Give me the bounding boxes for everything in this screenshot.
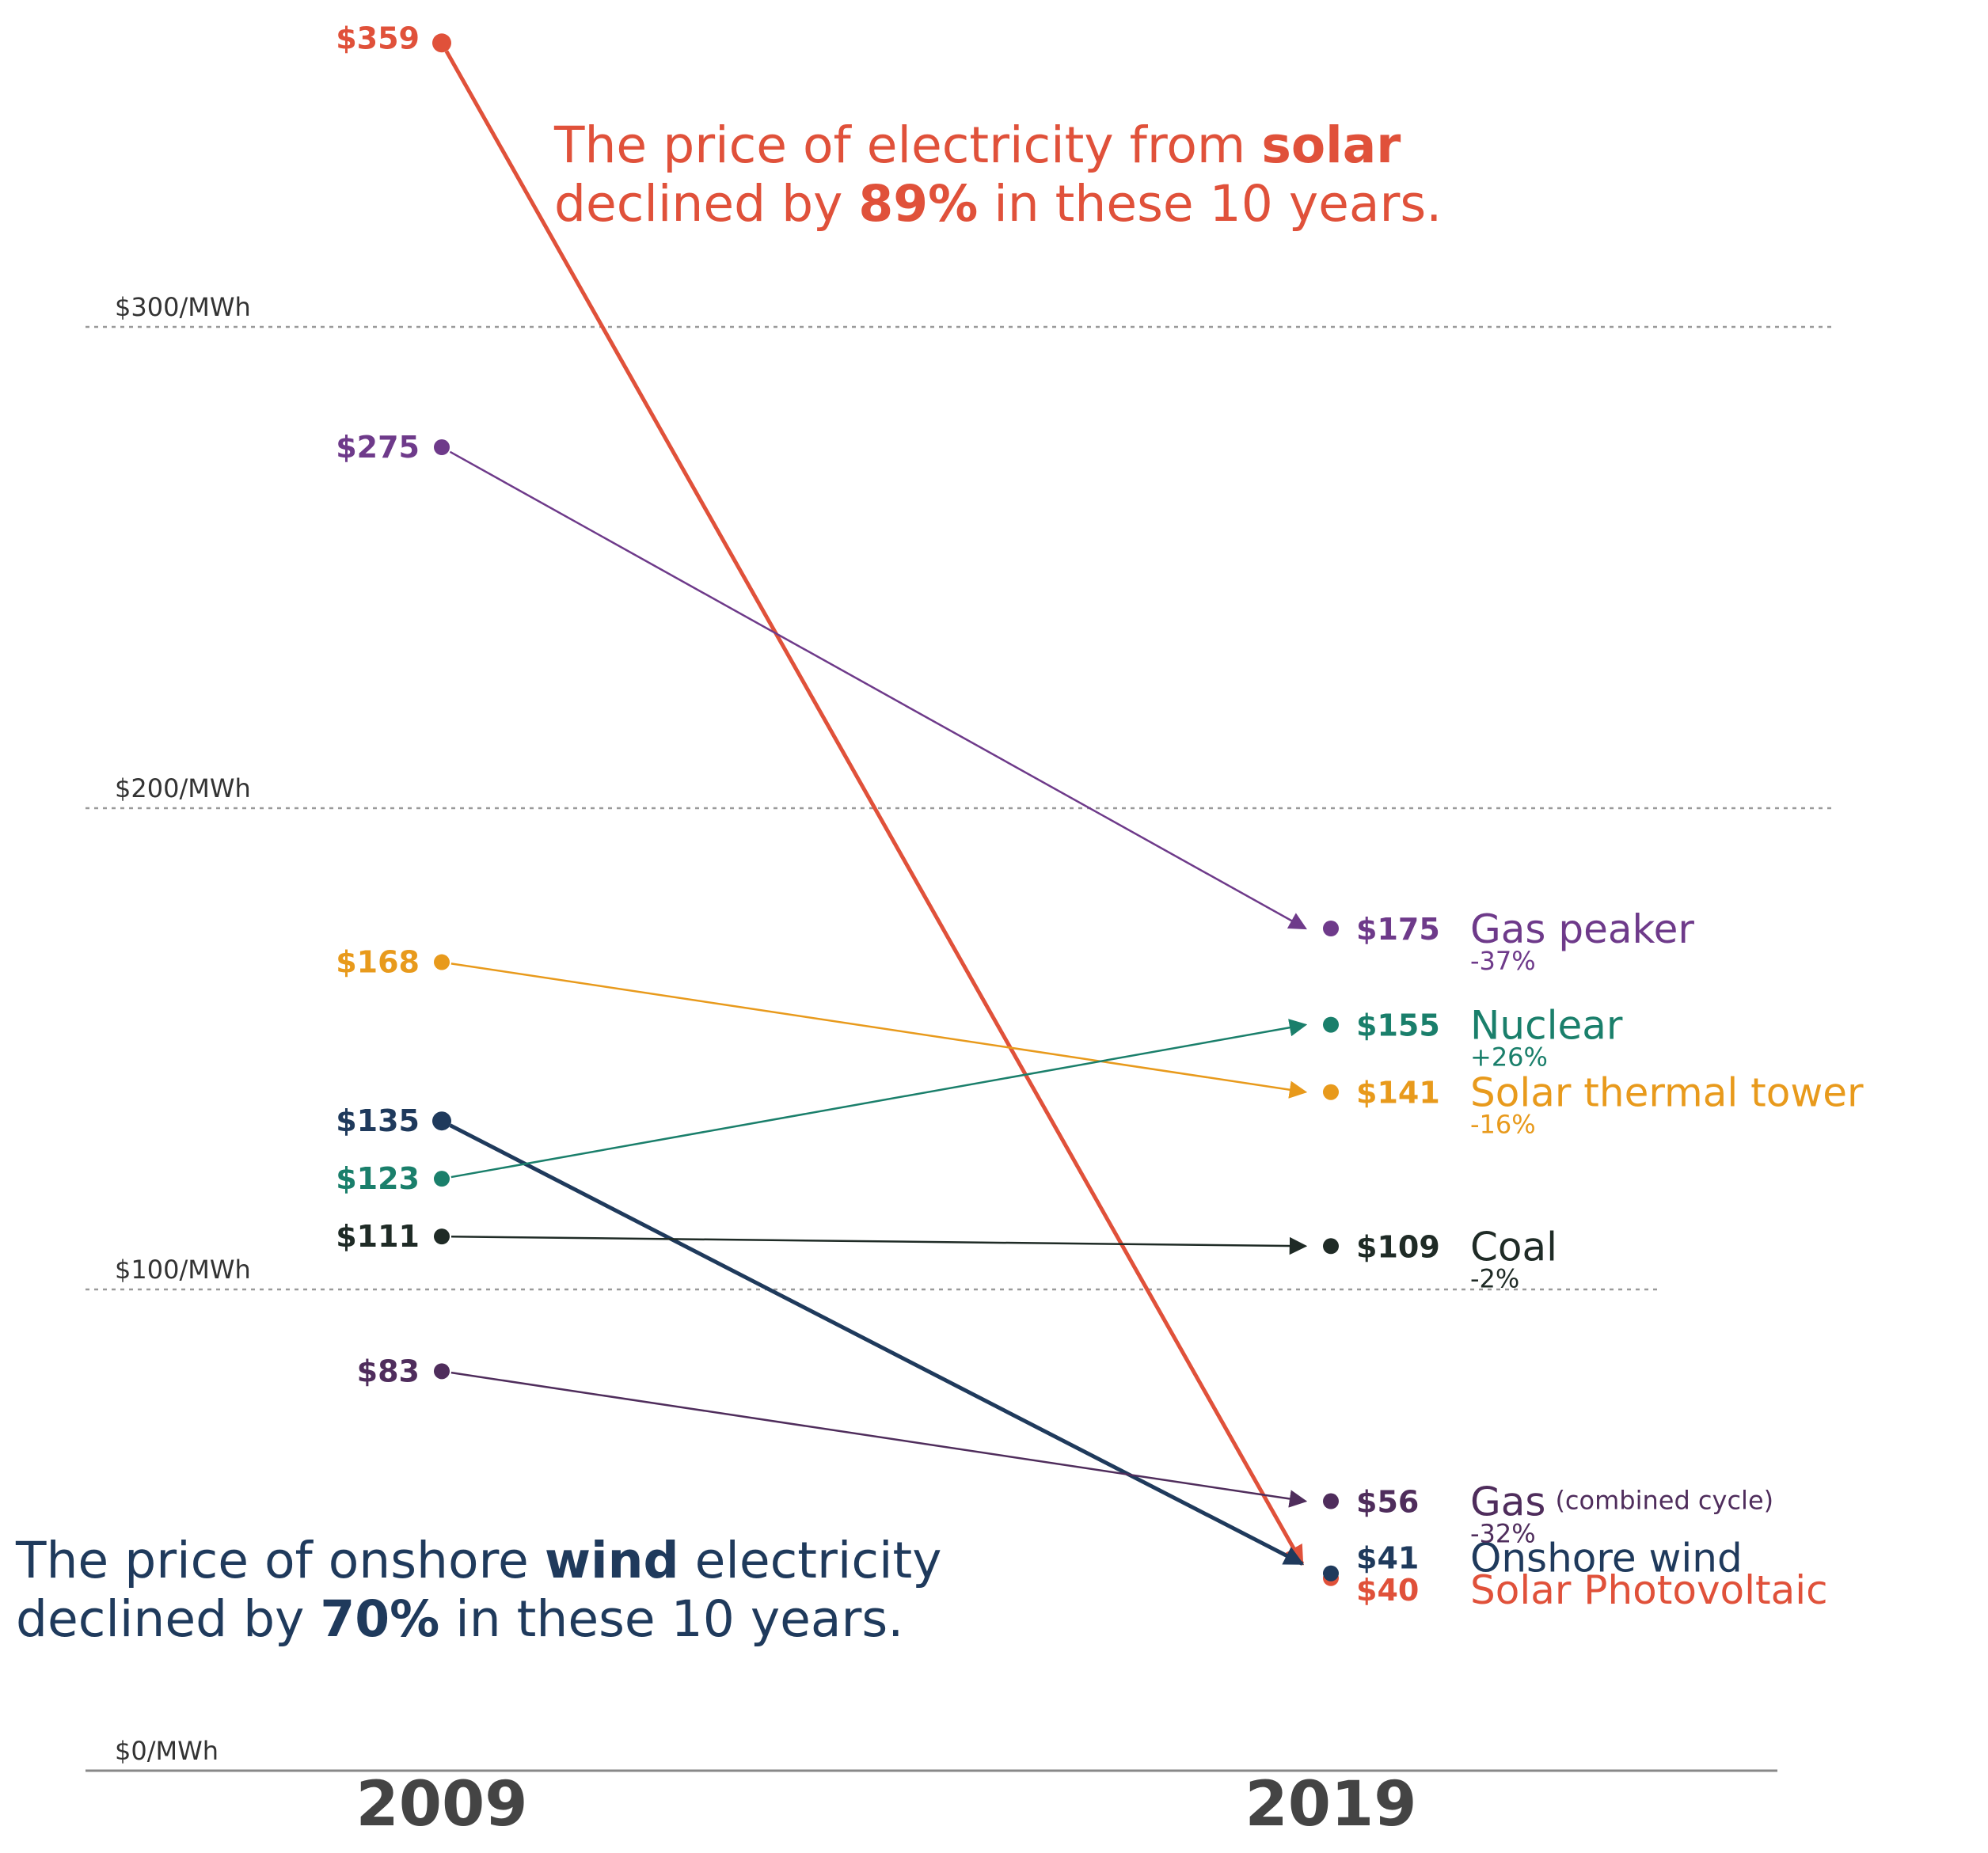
end-value-solar-pv: $40 (1356, 1573, 1419, 1608)
series-change-coal: -2% (1470, 1263, 1519, 1293)
start-value-solar-thermal: $168 (336, 945, 420, 980)
start-point-gas-cc (434, 1363, 450, 1380)
end-point-solar-thermal (1323, 1084, 1339, 1100)
annotation-solar-seg-1-2: solar (1261, 116, 1401, 174)
label-layer: $359 $275 $168 $135 $123 $111 $83 $40 Solar Phot… (336, 21, 1864, 1613)
series-layer (432, 33, 1339, 1586)
start-value-gas-cc: $83 (357, 1354, 420, 1388)
end-point-gas-peaker (1323, 921, 1339, 936)
gridline-label-200: $200/MWh (115, 773, 251, 803)
annotation-wind-line-2: declined by 70% in these 10 years. (16, 1590, 903, 1648)
end-value-gas-peaker: $175 (1356, 912, 1440, 947)
series-name-solar-pv: Solar Photovoltaic (1470, 1567, 1828, 1613)
gridline-label-0: $0/MWh (115, 1736, 219, 1766)
series-change-gas-cc: -32% (1470, 1519, 1536, 1549)
end-value-onshore-wind: $41 (1356, 1541, 1419, 1576)
series-line-gas-peaker (449, 450, 1307, 930)
annotation-wind-seg-2-3: in these 10 years. (439, 1590, 903, 1648)
end-point-onshore-wind (1323, 1565, 1339, 1582)
series-name-suffix-gas-cc: (combined cycle) (1555, 1486, 1773, 1516)
series-name-gas-peaker: Gas peaker (1470, 906, 1694, 952)
series-name-gas-cc: Gas (1470, 1479, 1545, 1525)
end-value-gas-cc: $56 (1356, 1485, 1419, 1520)
annotation-wind-line-1: The price of onshore wind electricity (15, 1532, 942, 1589)
end-point-gas-cc (1323, 1493, 1339, 1509)
start-value-solar-pv: $359 (336, 21, 420, 55)
start-point-onshore-wind (432, 1111, 451, 1131)
end-value-coal: $109 (1356, 1229, 1440, 1264)
series-change-gas-peaker: -37% (1470, 946, 1536, 976)
annotation-solar-seg-2-1: declined by (554, 175, 858, 233)
series-line-solar-pv (444, 50, 1305, 1566)
annotation-wind-seg-1-2: wind (545, 1532, 679, 1589)
series-change-nuclear: +26% (1470, 1042, 1548, 1073)
annotation-solar-seg-2-3: in these 10 years. (978, 175, 1442, 233)
annotation-wind-seg-2-2: 70% (320, 1590, 439, 1648)
annotation-solar-line-2: declined by 89% in these 10 years. (554, 175, 1442, 233)
annotation-layer: The price of electricity from solardecli… (15, 116, 1442, 1648)
series-name-solar-thermal: Solar thermal tower (1470, 1070, 1864, 1116)
start-point-solar-pv (432, 33, 451, 53)
annotation-wind-seg-1-3: electricity (679, 1532, 942, 1589)
end-point-nuclear (1323, 1016, 1339, 1033)
series-name-coal: Coal (1470, 1224, 1557, 1270)
end-point-coal (1323, 1238, 1339, 1255)
series-line-gas-cc (450, 1371, 1308, 1508)
annotation-wind-seg-1-1: The price of onshore (15, 1532, 545, 1589)
annotation-solar-seg-2-2: 89% (858, 175, 978, 233)
year-label-2009: 2009 (355, 1769, 527, 1840)
start-value-gas-peaker: $275 (336, 430, 420, 465)
year-label-2019: 2019 (1245, 1769, 1416, 1840)
grid-layer: $0/MWh $100/MWh $200/MWh $300/MWh 2009 2019 (86, 292, 1833, 1840)
annotation-solar-line-1: The price of electricity from solar (553, 116, 1401, 174)
start-point-nuclear (434, 1171, 450, 1187)
series-change-solar-thermal: -16% (1470, 1110, 1536, 1140)
series-name-onshore-wind: Onshore wind (1470, 1536, 1743, 1582)
gridline-label-100: $100/MWh (115, 1255, 251, 1285)
series-line-solar-thermal (450, 963, 1308, 1099)
start-point-gas-peaker (434, 439, 450, 455)
annotation-solar-seg-1-1: The price of electricity from (553, 116, 1261, 174)
start-value-onshore-wind: $135 (336, 1103, 420, 1138)
start-value-nuclear: $123 (336, 1161, 420, 1196)
start-value-coal: $111 (336, 1219, 420, 1254)
series-line-nuclear (450, 1019, 1308, 1179)
end-value-solar-thermal: $141 (1356, 1076, 1440, 1111)
series-name-nuclear: Nuclear (1470, 1003, 1623, 1049)
series-line-onshore-wind (449, 1123, 1305, 1566)
annotation-wind-seg-2-1: declined by (16, 1590, 320, 1648)
start-point-coal (434, 1228, 450, 1245)
end-value-nuclear: $155 (1356, 1008, 1440, 1043)
start-point-solar-thermal (434, 954, 450, 970)
series-line-coal (450, 1236, 1308, 1255)
gridline-label-300: $300/MWh (115, 292, 251, 322)
